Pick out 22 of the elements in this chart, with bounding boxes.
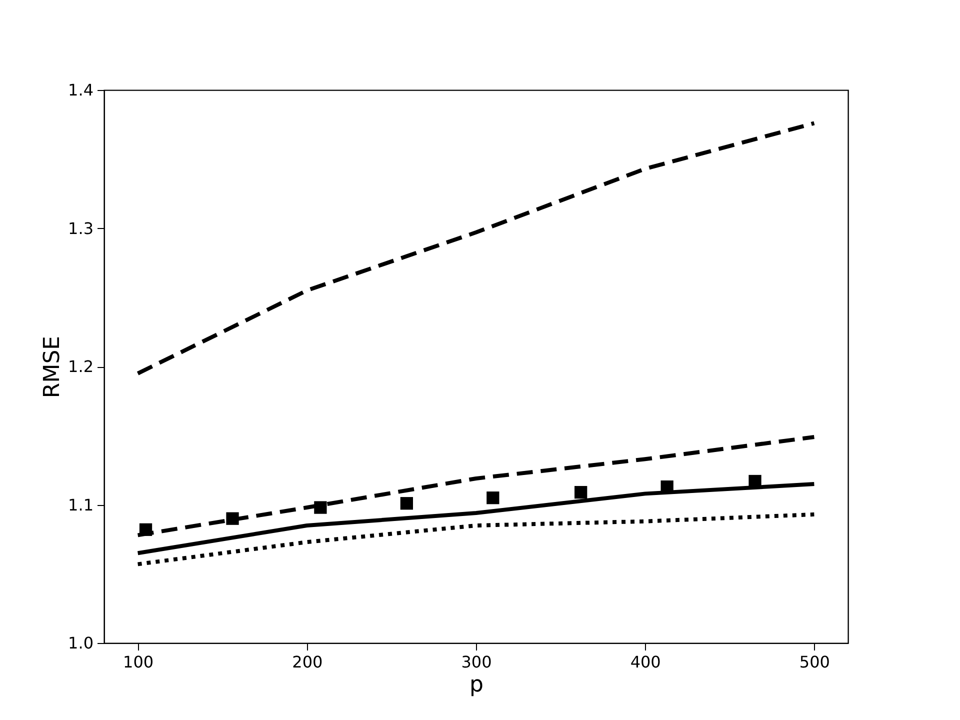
y-axis-title: RMSE <box>40 336 66 398</box>
x-tick-label: 300 <box>461 652 492 672</box>
x-tick-label: 400 <box>630 652 661 672</box>
point <box>486 492 500 504</box>
y-tick-label: 1.2 <box>68 357 94 376</box>
x-axis-title: p <box>470 672 484 698</box>
y-tick-label: 1.3 <box>68 218 94 238</box>
point <box>314 501 327 514</box>
point <box>574 486 588 499</box>
y-tick-label: 1.1 <box>68 495 94 514</box>
x-tick-label: 100 <box>123 652 154 672</box>
line-series <box>136 435 816 538</box>
x-tick-label: 500 <box>799 652 830 672</box>
line-series <box>136 512 816 566</box>
point <box>400 497 413 510</box>
point <box>226 512 239 525</box>
point <box>139 523 152 536</box>
point <box>748 474 762 488</box>
y-tick-label: 1.0 <box>68 634 94 652</box>
line-series <box>136 121 816 376</box>
x-tick-label: 200 <box>292 652 323 672</box>
y-tick-label: 1.4 <box>68 80 94 100</box>
